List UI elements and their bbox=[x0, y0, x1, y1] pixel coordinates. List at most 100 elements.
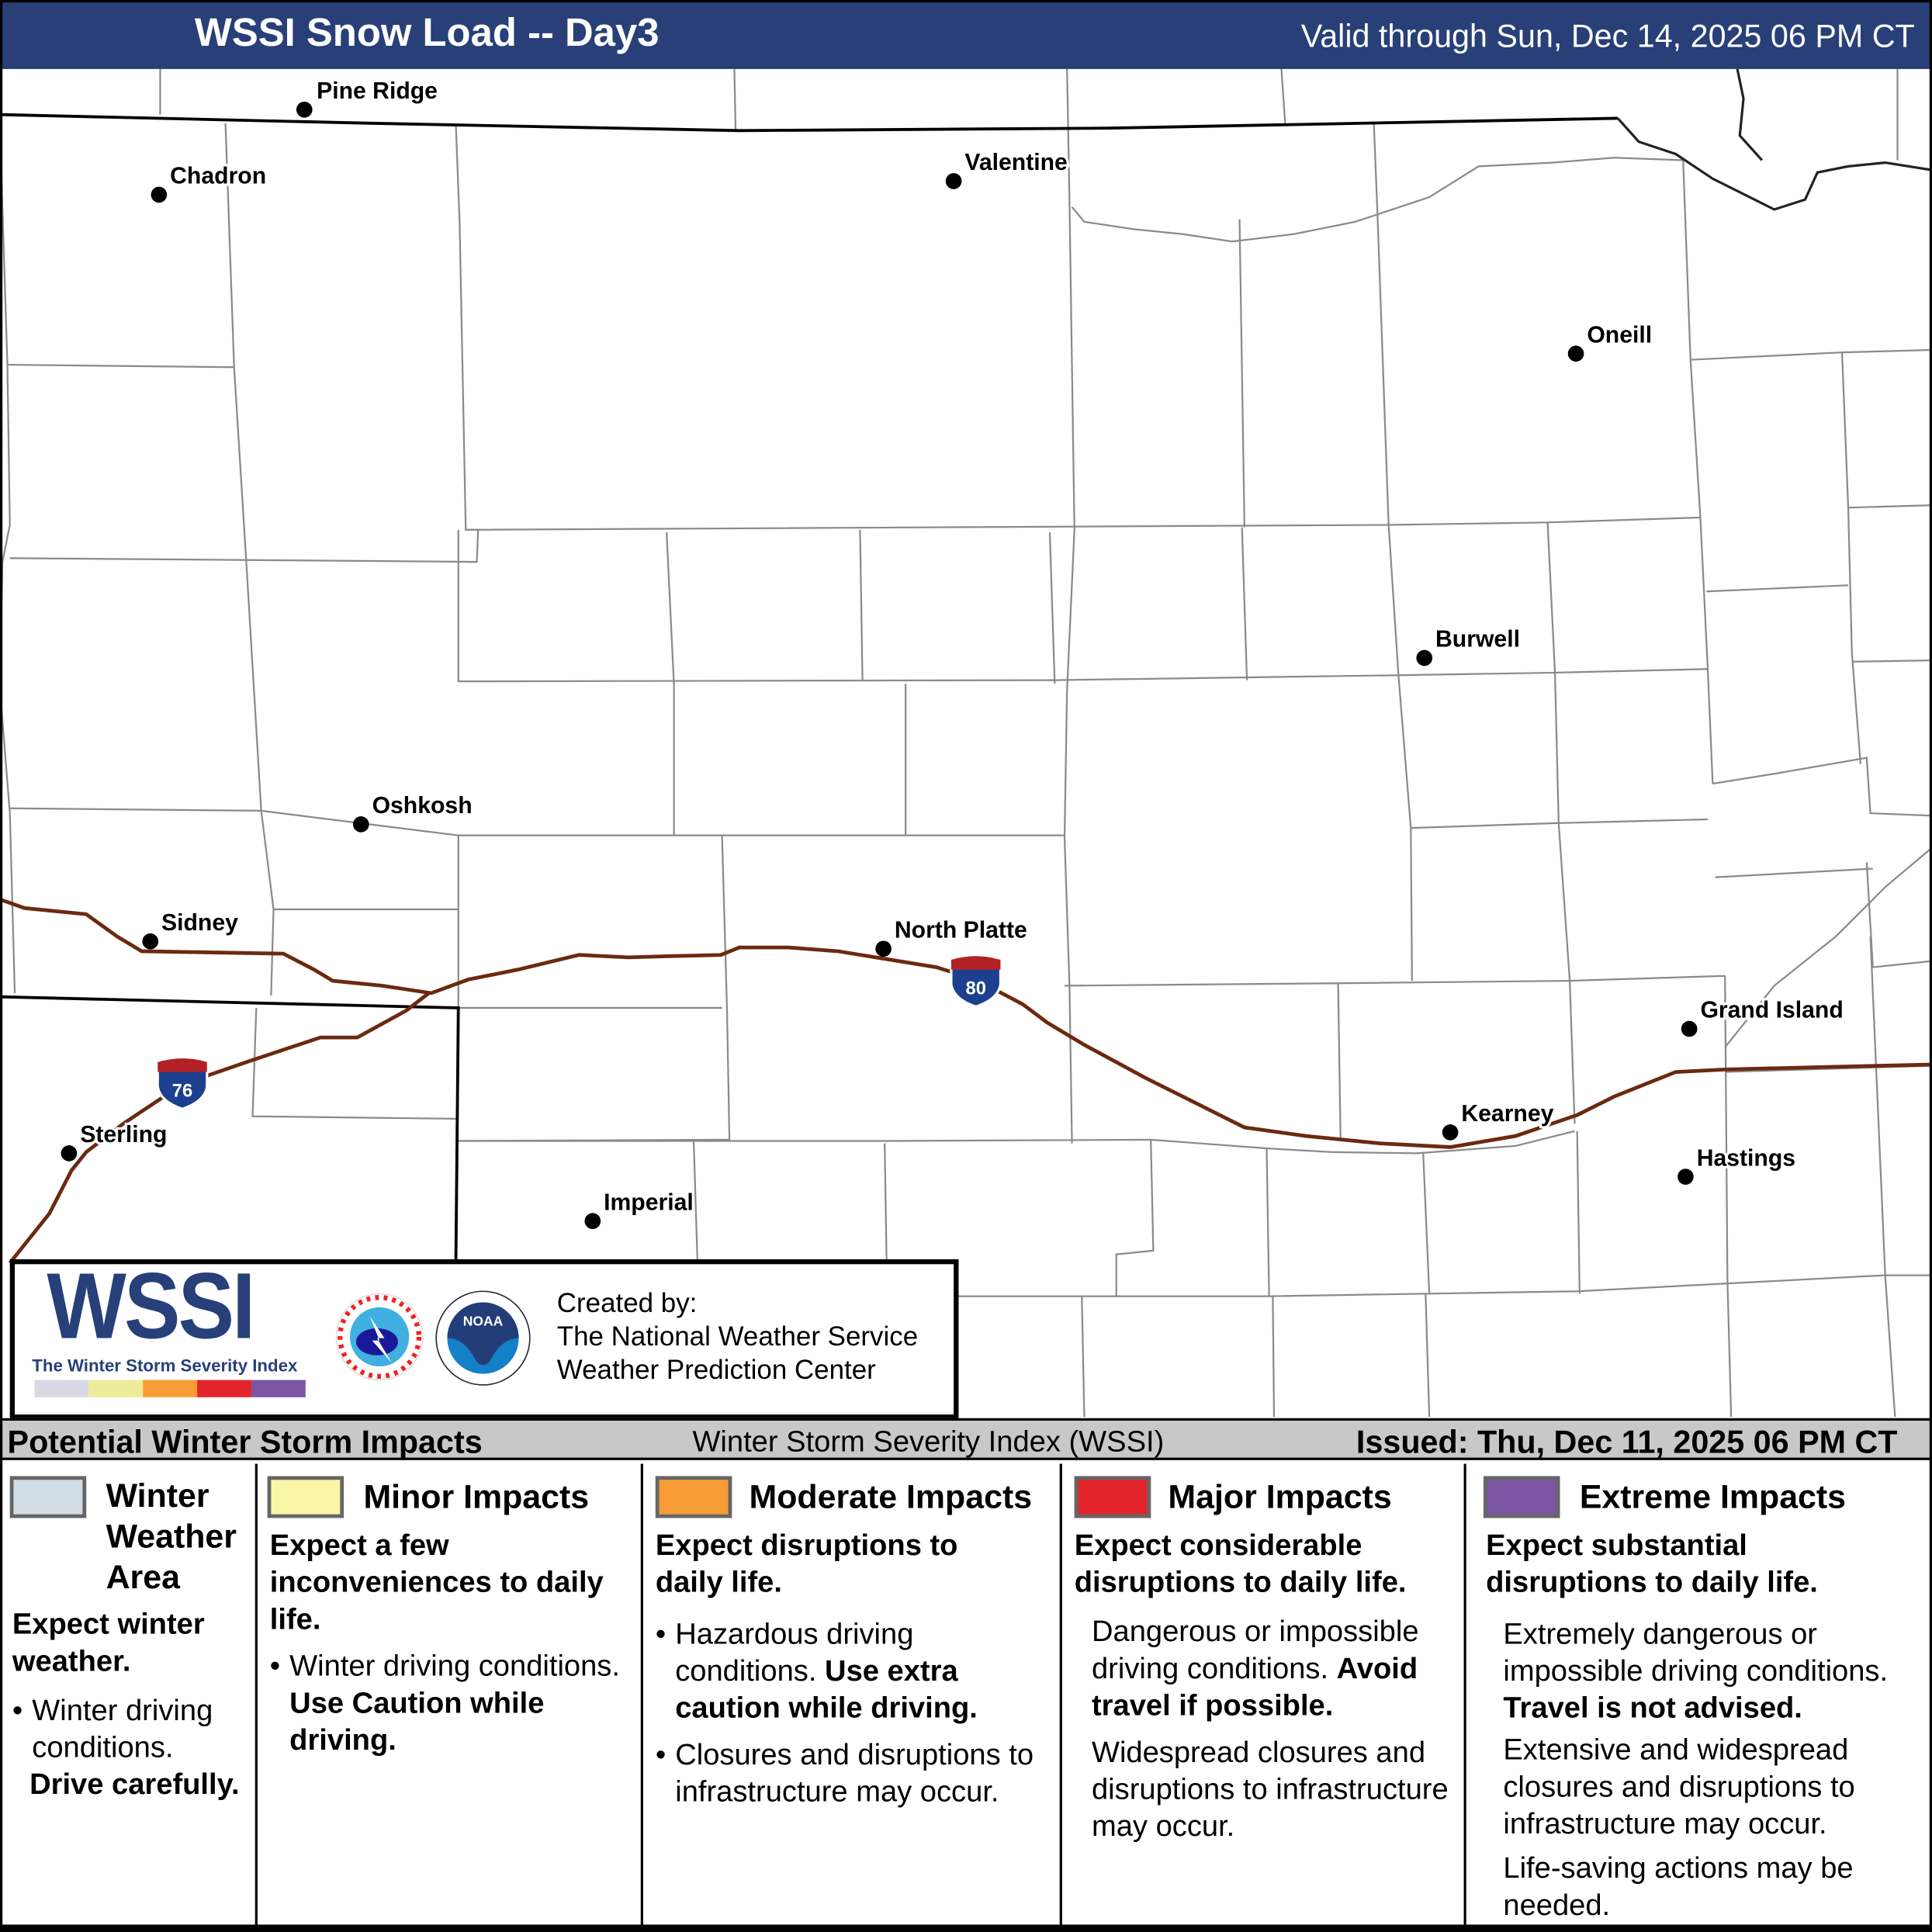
interstate-shields: 80 76 bbox=[156, 954, 1002, 1110]
legend-category-extreme: Extreme Impacts Expect substantial disru… bbox=[1463, 1463, 1932, 1925]
category-detail: Life-saving actions may be needed. bbox=[1503, 1851, 1854, 1923]
city-label: North Platte bbox=[895, 917, 1027, 943]
city: Hastings bbox=[1678, 1143, 1798, 1185]
category-detail: Avoid travel if possible. bbox=[1091, 1652, 1418, 1723]
category-detail: Extremely dangerous or impossible drivin… bbox=[1503, 1618, 1889, 1688]
legend-category-winter-weather-area: Winter Weather Area Expect winter weathe… bbox=[0, 1464, 256, 1925]
category-title: Winter Weather Area bbox=[106, 1477, 237, 1596]
map-title: WSSI Snow Load -- Day3 bbox=[194, 9, 660, 54]
colorbar-swatch bbox=[197, 1380, 251, 1397]
city-dot-icon bbox=[296, 102, 313, 118]
city: Sidney bbox=[142, 908, 241, 950]
city-dot-icon bbox=[1416, 649, 1433, 667]
city-dot-icon bbox=[1681, 1020, 1698, 1037]
category-detail: Dangerous or impossible driving conditio… bbox=[1091, 1615, 1419, 1686]
interstate-routes bbox=[0, 897, 1932, 1265]
legend-category-major: Major Impacts Expect considerable disrup… bbox=[1059, 1463, 1465, 1925]
city-dot-icon bbox=[61, 1145, 78, 1162]
nws-logo-icon bbox=[335, 1293, 424, 1381]
city: Chadron bbox=[151, 161, 268, 203]
cities: Pine Ridge Chadron Valentine Oneill Burwell O… bbox=[61, 76, 1846, 1230]
city-label: Valentine bbox=[964, 150, 1067, 175]
valid-time: Valid through Sun, Dec 14, 2025 06 PM CT bbox=[1300, 17, 1915, 54]
colorbar-swatch bbox=[88, 1380, 144, 1397]
city: North Platte bbox=[875, 915, 1030, 957]
colorbar-swatch bbox=[143, 1380, 198, 1397]
city-dot-icon bbox=[352, 816, 369, 833]
category-swatch bbox=[9, 1476, 87, 1518]
city: Grand Island bbox=[1681, 995, 1846, 1037]
city-label: Pine Ridge bbox=[317, 78, 438, 104]
city-label: Oneill bbox=[1587, 322, 1652, 348]
shield-number: 80 bbox=[965, 978, 985, 999]
category-swatch bbox=[655, 1476, 732, 1518]
category-title: Moderate Impacts bbox=[749, 1478, 1033, 1516]
city-label: Kearney bbox=[1461, 1101, 1553, 1127]
city-dot-icon bbox=[584, 1213, 601, 1230]
legend-title: Potential Winter Storm Impacts bbox=[7, 1423, 483, 1460]
colorbar-swatch bbox=[251, 1380, 306, 1397]
category-summary: Expect a few inconveniences to daily lif… bbox=[269, 1529, 604, 1636]
noaa-logo-icon: NOAA bbox=[435, 1290, 531, 1386]
city-dot-icon bbox=[151, 186, 168, 203]
interstate-76 bbox=[8, 992, 431, 1265]
interstate-80 bbox=[0, 897, 1932, 1149]
category-detail: Hazardous driving conditions. bbox=[675, 1618, 914, 1688]
category-detail: Use extra caution while driving. bbox=[675, 1654, 978, 1726]
category-swatch bbox=[267, 1476, 345, 1518]
credits-line: Created by: bbox=[556, 1287, 698, 1319]
legend-category-minor: Minor Impacts Expect a few inconvenience… bbox=[254, 1463, 642, 1925]
city-label: Imperial bbox=[604, 1189, 694, 1215]
category-detail: Use Caution while driving. bbox=[289, 1686, 545, 1757]
credits-line: Weather Prediction Center bbox=[556, 1354, 876, 1385]
category-detail: Winter driving conditions. bbox=[12, 1693, 254, 1767]
category-summary: Expect considerable disruptions to daily… bbox=[1074, 1529, 1407, 1600]
category-title: Major Impacts bbox=[1168, 1478, 1392, 1516]
city: Burwell bbox=[1416, 625, 1522, 667]
city: Imperial bbox=[584, 1187, 696, 1230]
category-swatch bbox=[1483, 1476, 1560, 1518]
category-detail: Travel is not advised. bbox=[1503, 1691, 1802, 1726]
legend-header-bar: Potential Winter Storm Impacts Winter St… bbox=[0, 1418, 1932, 1460]
colorbar-swatch bbox=[34, 1380, 89, 1397]
city: Valentine bbox=[945, 147, 1070, 189]
bottom-border bbox=[0, 1924, 1932, 1932]
city-label: Chadron bbox=[170, 164, 266, 189]
city: Oneill bbox=[1567, 320, 1654, 362]
city: Oshkosh bbox=[352, 791, 475, 833]
city-dot-icon bbox=[875, 940, 892, 957]
category-detail: Widespread closures and disruptions to i… bbox=[1091, 1736, 1449, 1844]
wssi-logo: WSSI bbox=[47, 1254, 255, 1359]
city-dot-icon bbox=[945, 173, 962, 189]
shield-number: 76 bbox=[172, 1080, 193, 1101]
legend-category-moderate: Moderate Impacts Expect disruptions to d… bbox=[640, 1463, 1061, 1925]
credits-box: WSSI The Winter Storm Severity Index NOA… bbox=[9, 1254, 959, 1420]
noaa-text: NOAA bbox=[463, 1314, 504, 1329]
category-detail: Extensive and widespread closures and di… bbox=[1503, 1733, 1855, 1841]
city-label: Sidney bbox=[161, 910, 238, 936]
city-label: Oshkosh bbox=[372, 793, 473, 819]
city-dot-icon bbox=[1567, 345, 1584, 362]
county-lines bbox=[0, 68, 1932, 1418]
category-title: Extreme Impacts bbox=[1579, 1478, 1847, 1516]
city-dot-icon bbox=[1442, 1124, 1459, 1141]
interstate-76-shield: 76 bbox=[156, 1057, 209, 1110]
state-borders bbox=[0, 68, 1932, 1259]
category-detail: Drive carefully. bbox=[29, 1768, 240, 1802]
credits-text: Created by: The National Weather Service… bbox=[557, 1286, 918, 1387]
city-label: Sterling bbox=[80, 1122, 167, 1148]
city-label: Hastings bbox=[1697, 1145, 1795, 1171]
legend-subtitle: Winter Storm Severity Index (WSSI) bbox=[692, 1425, 1165, 1459]
credits-line: The National Weather Service bbox=[556, 1321, 919, 1352]
map: 80 76 Pine Ridge Chadron Valentine Oneill Bu… bbox=[0, 68, 1932, 1418]
city: Kearney bbox=[1442, 1099, 1556, 1141]
city: Pine Ridge bbox=[296, 76, 440, 118]
category-detail: Closures and disruptions to infrastructu… bbox=[656, 1737, 1056, 1811]
city-label: Grand Island bbox=[1700, 998, 1843, 1023]
category-summary: Expect winter weather. bbox=[12, 1608, 205, 1678]
issued-time: Issued: Thu, Dec 11, 2025 06 PM CT bbox=[1356, 1423, 1898, 1460]
wssi-logo-subtitle: The Winter Storm Severity Index bbox=[32, 1355, 298, 1376]
city-label: Burwell bbox=[1435, 627, 1520, 653]
category-summary: Expect substantial disruptions to daily … bbox=[1486, 1529, 1818, 1600]
interstate-80-shield: 80 bbox=[950, 954, 1002, 1009]
